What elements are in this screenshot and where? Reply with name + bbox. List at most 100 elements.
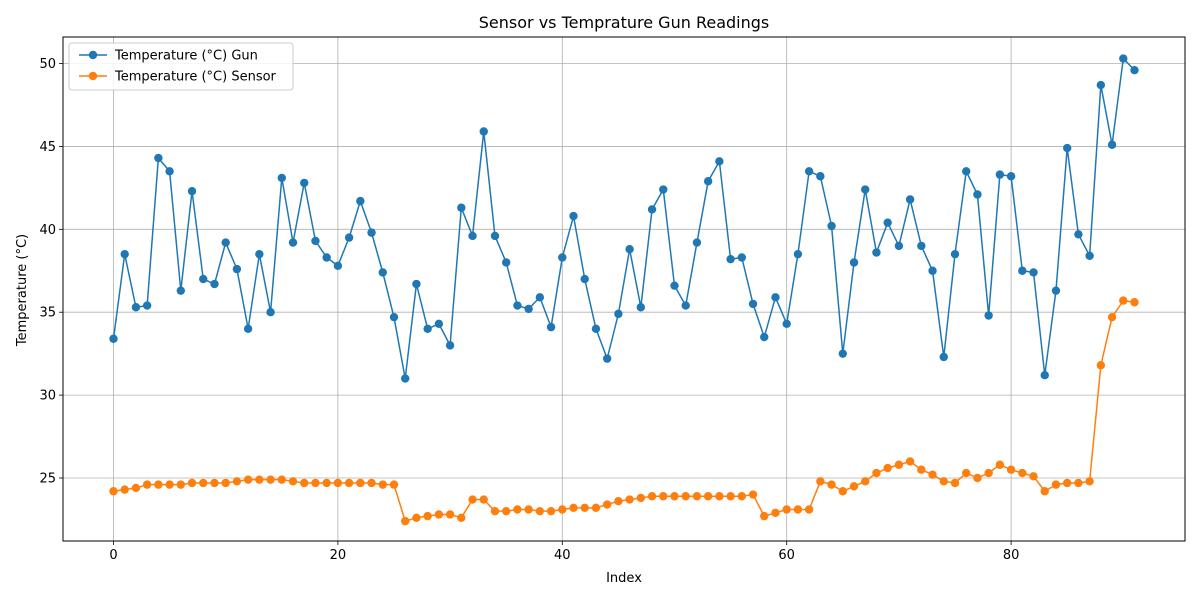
data-point	[659, 492, 668, 501]
axis-ticks: 0 20 40 60 80 25 30 35 40 45 50	[39, 57, 1019, 563]
data-point	[726, 492, 735, 501]
data-point	[412, 279, 421, 289]
data-point	[760, 332, 769, 342]
data-point	[917, 241, 926, 251]
data-point	[1085, 251, 1094, 261]
data-point	[176, 480, 186, 489]
legend: Temperature (°C) Gun Temperature (°C) Sen…	[68, 42, 294, 91]
legend-label: Temperature (°C) Gun	[114, 49, 258, 64]
data-point	[1074, 478, 1083, 488]
data-point	[1051, 286, 1061, 295]
data-point	[120, 249, 129, 259]
data-point	[1130, 65, 1139, 75]
data-point	[625, 495, 634, 504]
data-point	[558, 253, 567, 262]
legend-marker	[88, 50, 98, 60]
data-point	[950, 478, 960, 488]
data-point	[277, 173, 286, 183]
data-point	[513, 301, 522, 310]
data-point	[1018, 468, 1027, 478]
data-point	[569, 503, 578, 513]
data-point	[232, 477, 242, 486]
data-point	[625, 245, 634, 254]
data-point	[816, 172, 825, 181]
data-point	[580, 503, 589, 513]
data-point	[659, 185, 668, 194]
data-point	[546, 322, 556, 332]
data-point	[300, 478, 309, 488]
data-point	[255, 249, 264, 259]
data-point	[995, 460, 1005, 469]
data-point	[490, 231, 500, 241]
data-point	[1085, 477, 1094, 486]
data-point	[187, 186, 197, 196]
data-point	[973, 473, 982, 483]
data-point	[535, 506, 545, 516]
data-point	[782, 319, 791, 329]
series-line	[112, 57, 1136, 380]
data-point	[872, 468, 881, 478]
data-point	[1040, 371, 1049, 380]
data-point	[131, 303, 141, 312]
data-point	[793, 505, 803, 514]
data-point	[771, 508, 780, 518]
data-point	[142, 301, 152, 310]
data-point	[861, 477, 870, 486]
data-point	[591, 503, 601, 513]
data-point	[602, 354, 612, 363]
data-point	[928, 470, 937, 479]
data-point	[120, 485, 129, 494]
data-point	[670, 492, 679, 501]
data-point	[737, 253, 747, 262]
data-point	[1051, 480, 1061, 489]
data-point	[445, 510, 455, 519]
data-point	[905, 457, 915, 466]
x-axis-title: Index	[606, 571, 642, 586]
data-point	[1029, 268, 1038, 277]
data-point	[1107, 140, 1117, 149]
data-point	[165, 480, 174, 489]
data-point	[1062, 478, 1072, 488]
data-point	[457, 513, 466, 522]
y-tick-label: 25	[39, 472, 56, 487]
data-point	[535, 293, 545, 302]
data-point	[872, 248, 881, 257]
data-point	[602, 500, 612, 509]
data-point	[804, 505, 814, 514]
data-point	[524, 505, 533, 514]
data-point	[962, 468, 971, 478]
data-point	[715, 492, 724, 501]
data-point	[445, 341, 455, 350]
data-point	[636, 303, 646, 312]
data-point	[243, 475, 253, 484]
data-point	[109, 487, 118, 496]
data-point	[681, 301, 690, 310]
data-point	[490, 506, 500, 516]
legend-entry: Temperature (°C) Gun	[79, 49, 258, 64]
data-point	[995, 170, 1005, 179]
data-point	[838, 349, 847, 358]
data-point	[333, 261, 343, 270]
data-point	[883, 463, 892, 473]
series-2	[109, 296, 1139, 526]
data-point	[524, 304, 533, 314]
data-point	[1096, 80, 1106, 90]
data-point	[311, 478, 320, 488]
data-point	[793, 249, 803, 259]
data-point	[154, 480, 163, 489]
data-point	[322, 253, 331, 262]
data-point	[636, 493, 646, 503]
data-point	[1096, 361, 1106, 370]
data-point	[142, 480, 152, 489]
data-point	[378, 268, 387, 277]
data-point	[692, 238, 702, 247]
data-point	[288, 477, 298, 486]
data-point	[434, 319, 444, 329]
data-point	[199, 274, 208, 284]
data-point	[894, 460, 904, 469]
data-point	[580, 274, 589, 284]
data-point	[401, 374, 410, 383]
data-point	[468, 495, 477, 504]
legend-box	[68, 42, 294, 91]
data-point	[109, 334, 118, 343]
